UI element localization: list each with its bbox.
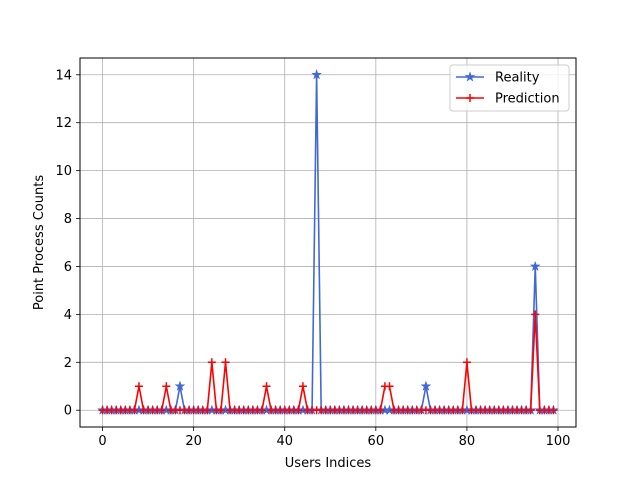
reality-point xyxy=(311,68,323,80)
reality-point xyxy=(529,260,541,272)
x-tick-label: 0 xyxy=(98,434,106,449)
prediction-point xyxy=(462,358,471,367)
reality-point xyxy=(420,380,432,391)
y-tick-label: 6 xyxy=(64,260,72,275)
prediction-point xyxy=(207,358,216,367)
y-tick-label: 2 xyxy=(64,356,72,371)
y-tick-label: 10 xyxy=(55,164,72,179)
legend: Reality Prediction xyxy=(449,64,570,112)
prediction-point xyxy=(549,406,558,415)
reality-point xyxy=(174,380,186,391)
y-tick-label: 0 xyxy=(64,404,72,419)
prediction-point xyxy=(221,358,230,367)
legend-prediction-label: Prediction xyxy=(495,92,560,107)
grid-lines xyxy=(80,58,576,427)
legend-prediction-marker xyxy=(466,94,474,102)
axes-frame xyxy=(79,57,577,428)
prediction-point xyxy=(257,406,266,415)
x-axis-label: Users Indices xyxy=(285,456,372,471)
legend-reality-label: Reality xyxy=(495,71,540,86)
y-tick-label: 4 xyxy=(64,308,72,323)
prediction-point xyxy=(531,310,540,319)
x-tick-label: 80 xyxy=(459,434,476,449)
x-tick-label: 100 xyxy=(546,434,571,449)
prediction-point xyxy=(294,406,303,415)
prediction-point xyxy=(376,406,385,415)
prediction-point xyxy=(526,406,535,415)
prediction-point xyxy=(262,382,271,391)
y-axis-ticks: 0 2 4 6 8 10 12 14 xyxy=(55,68,80,419)
legend-reality-marker xyxy=(464,71,476,82)
y-tick-label: 14 xyxy=(55,68,72,83)
prediction-point xyxy=(385,382,394,391)
prediction-point xyxy=(134,382,143,391)
prediction-point xyxy=(157,406,166,415)
y-axis-label: Point Process Counts xyxy=(32,175,47,310)
y-tick-label: 8 xyxy=(64,212,72,227)
prediction-point xyxy=(216,406,225,415)
prediction-point xyxy=(203,406,212,415)
x-tick-label: 20 xyxy=(185,434,202,449)
plot-series xyxy=(97,68,559,415)
x-tick-label: 60 xyxy=(368,434,385,449)
prediction-point xyxy=(458,406,467,415)
prediction-point xyxy=(298,382,307,391)
prediction-point xyxy=(130,406,139,415)
x-axis-ticks: 0 20 40 60 80 100 xyxy=(98,427,570,449)
prediction-point xyxy=(162,382,171,391)
x-tick-label: 40 xyxy=(276,434,293,449)
prediction-series xyxy=(98,310,558,415)
y-tick-label: 12 xyxy=(55,116,72,131)
